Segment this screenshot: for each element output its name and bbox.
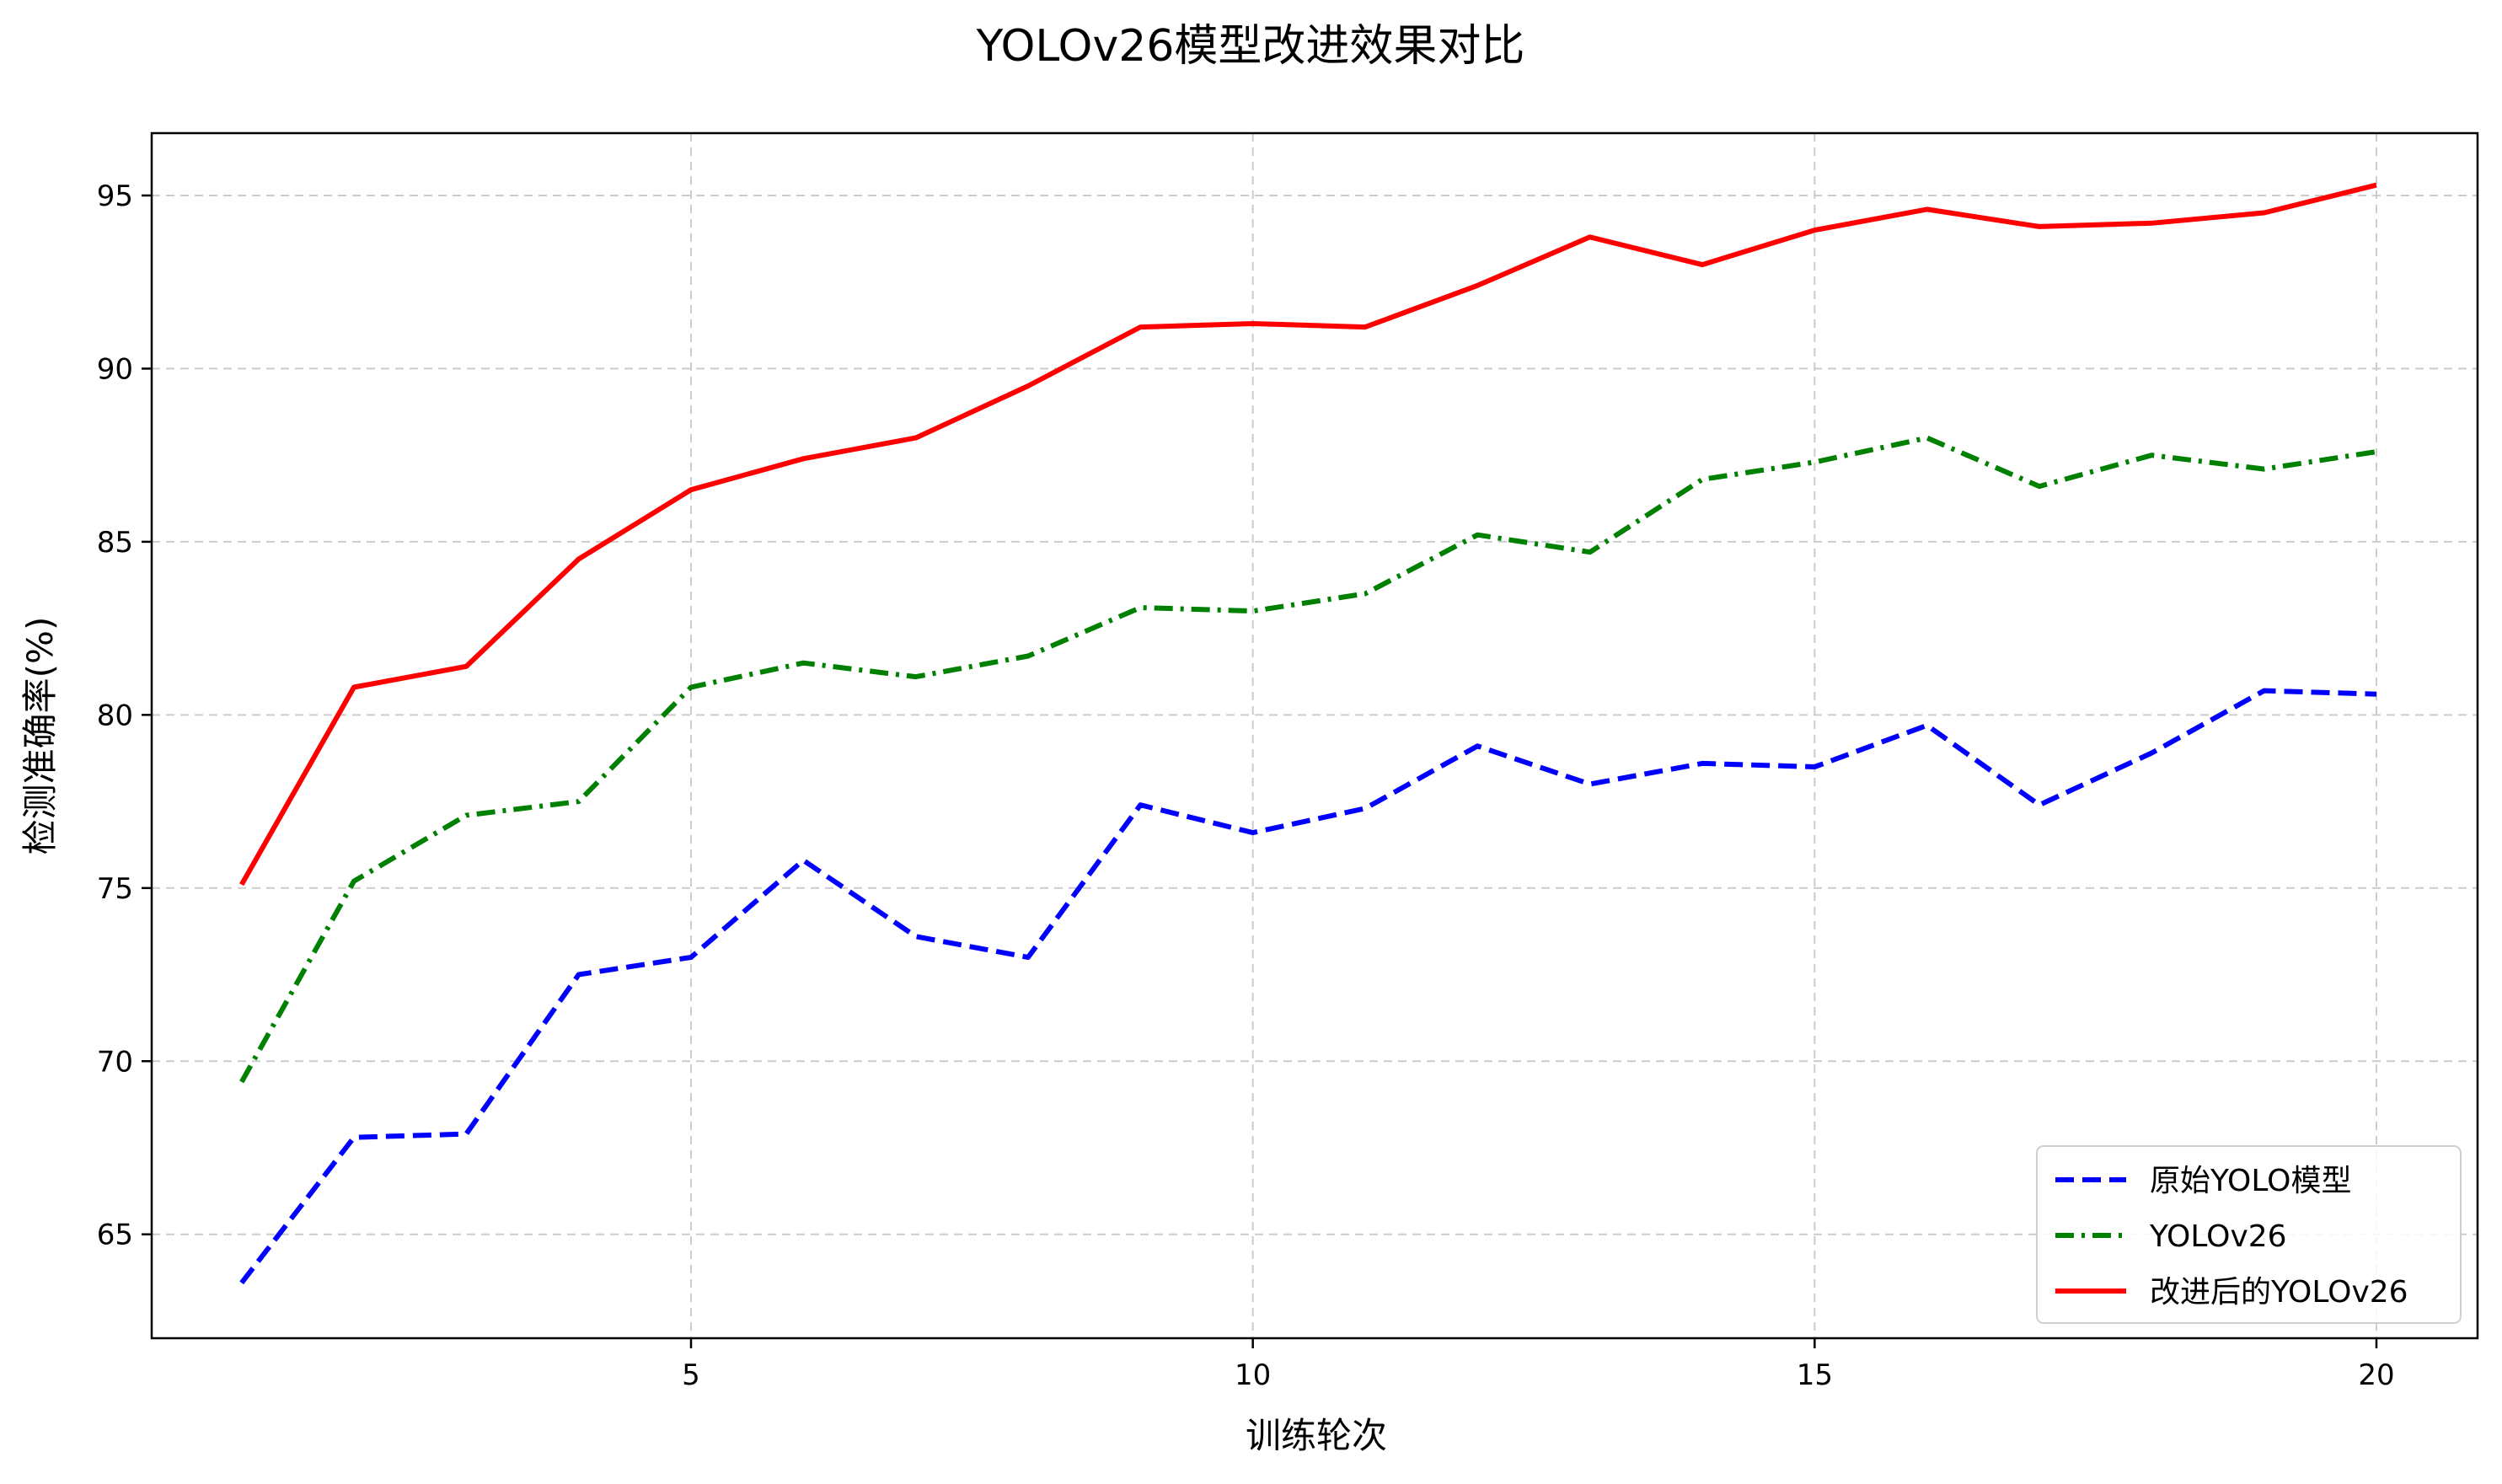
series-line-2: [239, 435, 2377, 1084]
y-tick-label: 85: [97, 526, 133, 560]
series-layer: [239, 182, 2377, 1285]
legend-label-3: 改进后的YOLOv26: [2150, 1275, 2408, 1310]
legend-label-1: 原始YOLO模型: [2150, 1164, 2351, 1198]
x-tick-label: 15: [1797, 1358, 1833, 1392]
y-axis-label: 检测准确率(%): [19, 617, 61, 855]
y-tick-label: 70: [97, 1045, 133, 1079]
series-line-3: [239, 182, 2377, 887]
legend-label-2: YOLOv26: [2149, 1219, 2287, 1254]
x-tick-label: 5: [682, 1358, 700, 1392]
legend: 原始YOLO模型 YOLOv26 改进后的YOLOv26: [2036, 1145, 2462, 1324]
plot-frame: [150, 131, 2479, 1340]
legend-box: [2036, 1145, 2462, 1324]
y-tick-label: 95: [97, 179, 133, 213]
x-tick-label: 10: [1235, 1358, 1271, 1392]
y-tick-label: 65: [97, 1219, 133, 1252]
y-tick-label: 90: [97, 352, 133, 386]
y-tick-label: 75: [97, 872, 133, 906]
chart-title: YOLOv26模型改进效果对比: [976, 21, 1525, 72]
x-axis-label: 训练轮次: [1246, 1415, 1387, 1456]
y-tick-label: 80: [97, 699, 133, 732]
y-axis-ticks: 65 70 75 80 85 90 95: [97, 179, 152, 1252]
x-tick-label: 20: [2358, 1358, 2394, 1392]
series-line-1: [239, 688, 2377, 1285]
grid-lines: [152, 133, 2478, 1338]
x-axis-ticks: 5 10 15 20: [682, 1338, 2395, 1392]
